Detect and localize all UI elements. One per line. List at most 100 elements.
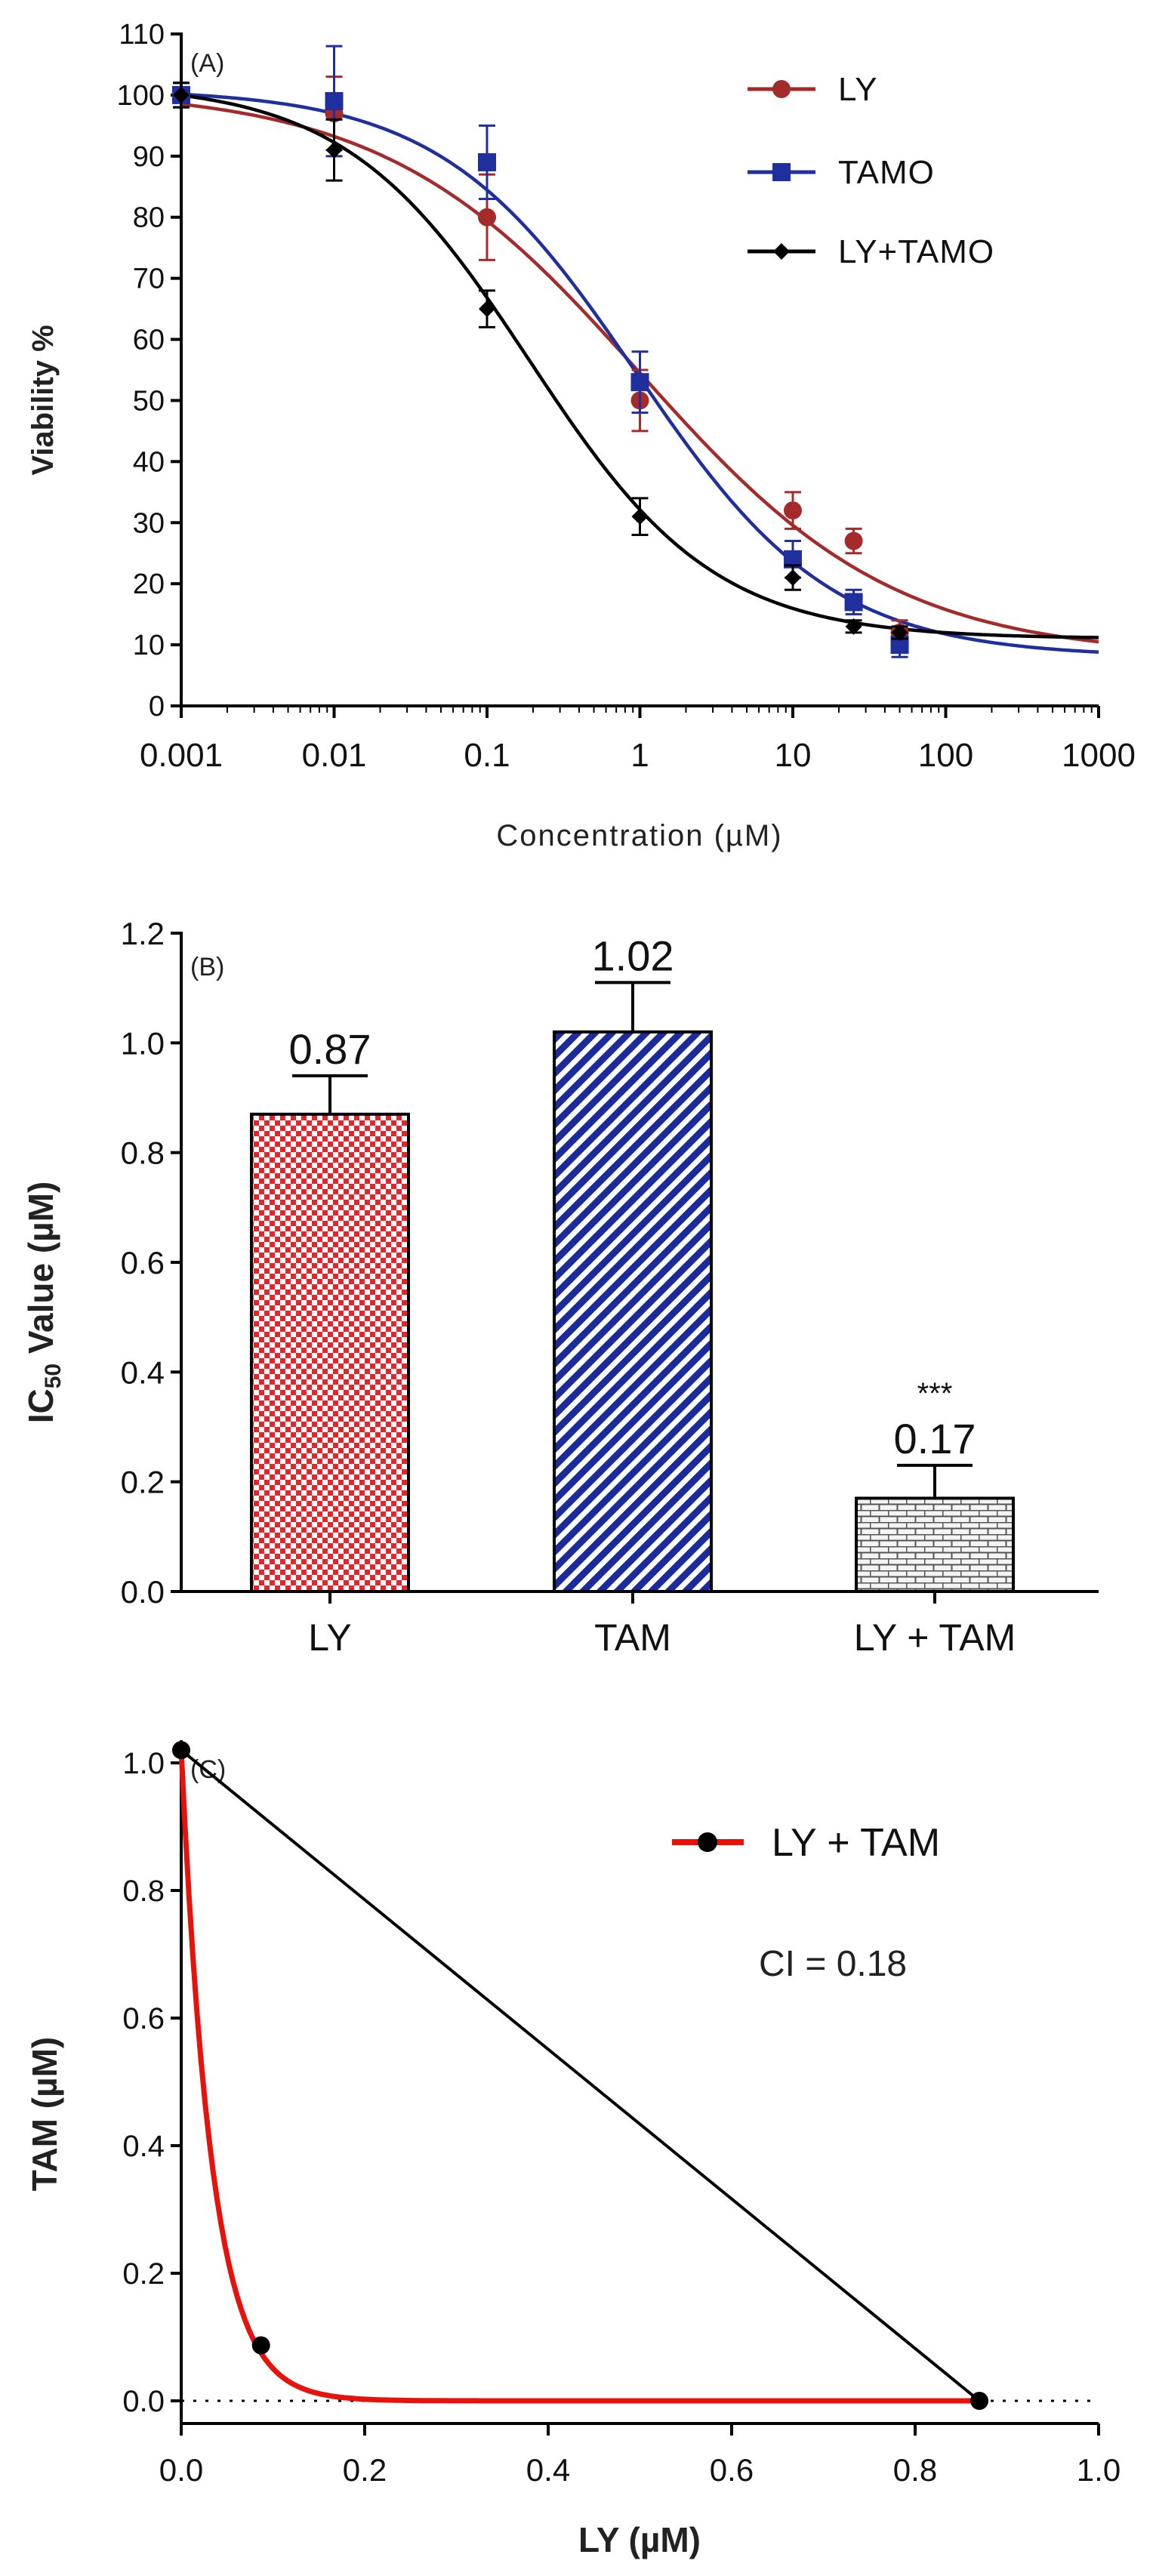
panel-c-label: (C) — [190, 1755, 226, 1784]
panel-b-y-tick-label: 0.2 — [121, 1465, 165, 1500]
panel-a-point — [844, 532, 863, 550]
panel-a-point — [478, 153, 496, 171]
panel-a-y-tick-label: 0 — [149, 691, 165, 723]
panel-c-y-axis-label: TAM (µM) — [25, 2037, 64, 2191]
panel-b-label: (B) — [190, 953, 224, 981]
panel-a-x-tick-label: 0.001 — [140, 737, 223, 774]
panel-c-lines — [178, 1749, 981, 2404]
panel-c-points — [172, 1741, 989, 2410]
panel-a-data-points — [172, 45, 909, 658]
panel-a-label: (A) — [190, 49, 224, 78]
panel-a-x-tick-label: 1 — [630, 737, 649, 774]
panel-c-y-tick-label: 0.2 — [122, 2257, 165, 2291]
panel-c-ci-annotation: CI = 0.18 — [759, 1944, 907, 1984]
panel-c-x-tick-label: 0.4 — [526, 2452, 570, 2488]
panel-a-point — [630, 373, 649, 392]
panel-a-y-tick-label: 20 — [133, 569, 165, 600]
panel-c-legend: LY + TAM — [672, 1821, 940, 1865]
panel-c-x-axis-label: LY (µM) — [578, 2520, 701, 2559]
panel-a-legend: LY TAMO LY+TAMO — [748, 71, 994, 270]
panel-b-bars — [250, 981, 1015, 1594]
panel-a-y-tick-label: 90 — [133, 141, 165, 173]
panel-a-legend-label: LY — [838, 71, 878, 108]
panel-a-x-tick-label: 1000 — [1062, 737, 1136, 774]
panel-c-y-tick-label: 1.0 — [122, 1747, 165, 1780]
panel-c-point — [172, 1741, 190, 1760]
panel-a-y-tick-label: 80 — [133, 202, 165, 234]
panel-c-axes — [171, 1740, 1100, 2436]
panel-a-point — [325, 92, 344, 110]
panel-a-point — [631, 508, 649, 525]
panel-c-x-tick-label: 0.2 — [343, 2452, 387, 2488]
panel-a-y-tick-labels: 0 10 20 30 40 50 60 70 80 90 100 110 — [117, 19, 165, 723]
panel-b-value-label: 0.87 — [289, 1025, 371, 1073]
ic-label-rest: Value (µM) — [21, 1182, 60, 1363]
panel-a-y-tick-label: 60 — [133, 325, 165, 356]
panel-b-y-tick-label: 0.0 — [121, 1574, 165, 1610]
panel-a-point — [785, 569, 801, 587]
panel-a-legend-label: LY+TAMO — [838, 233, 994, 270]
panel-c-x-tick-label: 0.6 — [710, 2452, 754, 2488]
panel-a-y-axis-label: Viability % — [26, 325, 60, 475]
panel-c-x-tick-label: 0.8 — [893, 2452, 937, 2488]
panel-b-y-tick-label: 1.2 — [121, 916, 165, 951]
panel-c-legend-marker — [698, 1832, 717, 1852]
panel-a-point — [845, 618, 862, 635]
panel-b-bar-tam — [553, 1030, 713, 1594]
panel-b-y-tick-label: 0.8 — [121, 1135, 165, 1171]
panel-a-y-tick-label: 50 — [133, 385, 165, 417]
panel-a-y-tick-label: 70 — [133, 263, 165, 295]
panel-c-legend-label: LY + TAM — [772, 1821, 940, 1865]
panel-c-x-tick-labels: 0.0 0.2 0.4 0.6 0.8 1.0 — [159, 2452, 1121, 2488]
panel-a-point — [173, 86, 190, 103]
panel-a-point — [844, 593, 863, 612]
panel-a-point — [325, 141, 343, 159]
panel-b-bar-ly-tam — [855, 1496, 1015, 1594]
panel-a-x-tick-label: 10 — [775, 737, 812, 774]
panel-c-additivity-line — [180, 1749, 981, 2402]
panel-a-y-tick-label: 30 — [133, 507, 165, 539]
panel-a-point — [478, 208, 496, 226]
panel-b-significance-label: *** — [917, 1377, 953, 1410]
panel-c-point — [970, 2392, 989, 2410]
panel-c-x-tick-label: 1.0 — [1077, 2452, 1121, 2488]
panel-b-category-label: LY — [308, 1616, 351, 1659]
panel-c-isobologram: (C) 0.0 0.2 0.4 0.6 0.8 1.0 0.0 0.2 0.4 0.6 0.8 1.… — [25, 1740, 1121, 2559]
panel-a-x-tick-label: 0.01 — [302, 737, 367, 774]
panel-a-point — [784, 501, 802, 520]
panel-c-point — [251, 2336, 270, 2355]
panel-c-y-tick-label: 0.4 — [122, 2130, 165, 2163]
panel-b-y-axis-label: IC50 Value (µM) — [21, 1182, 66, 1424]
panel-b-category-label: LY + TAM — [854, 1616, 1016, 1659]
panel-b-category-label: TAM — [594, 1616, 671, 1659]
panel-b-bar-labels: 0.87 LY 1.02 TAM 0.17 *** LY + TAM — [289, 932, 1016, 1659]
panel-b-value-label: 0.17 — [894, 1415, 976, 1462]
panel-a-point — [891, 624, 908, 641]
panel-a-legend-marker — [772, 80, 791, 98]
panel-c-y-tick-labels: 0.0 0.2 0.4 0.6 0.8 1.0 — [122, 1747, 165, 2418]
panel-a-legend-marker — [772, 163, 791, 181]
ic-subscript: 50 — [41, 1363, 66, 1388]
panel-b-y-tick-label: 0.4 — [121, 1354, 165, 1390]
panel-a-y-tick-label: 40 — [133, 446, 165, 478]
panel-b-bar-ly — [250, 1112, 410, 1594]
panel-a-x-tick-label: 100 — [918, 737, 973, 774]
panel-a-x-axis-label: Concentration (µM) — [496, 819, 782, 852]
panel-a-y-tick-label: 110 — [119, 19, 165, 51]
panel-b-y-tick-label: 1.0 — [121, 1025, 165, 1061]
panel-c-combination-curve — [178, 1749, 979, 2404]
panel-c-y-tick-label: 0.0 — [122, 2385, 165, 2418]
panel-c-y-tick-label: 0.6 — [122, 2002, 165, 2035]
panel-c-y-tick-label: 0.8 — [122, 1875, 165, 1908]
panel-a-x-tick-label: 0.1 — [464, 737, 510, 774]
panel-a-legend-marker — [773, 243, 790, 260]
panel-b-y-tick-label: 0.6 — [121, 1245, 165, 1280]
panel-c-x-tick-label: 0.0 — [159, 2452, 203, 2488]
panel-b-ic50-bars: (B) 0.00.20.40.60.81.01.2 0.87LY1.02TAM0… — [21, 916, 1099, 1659]
panel-a-y-tick-label: 10 — [133, 630, 165, 661]
panel-a-point — [479, 300, 495, 318]
panel-b-value-label: 1.02 — [592, 932, 674, 979]
panel-a-y-tick-label: 100 — [117, 80, 165, 112]
